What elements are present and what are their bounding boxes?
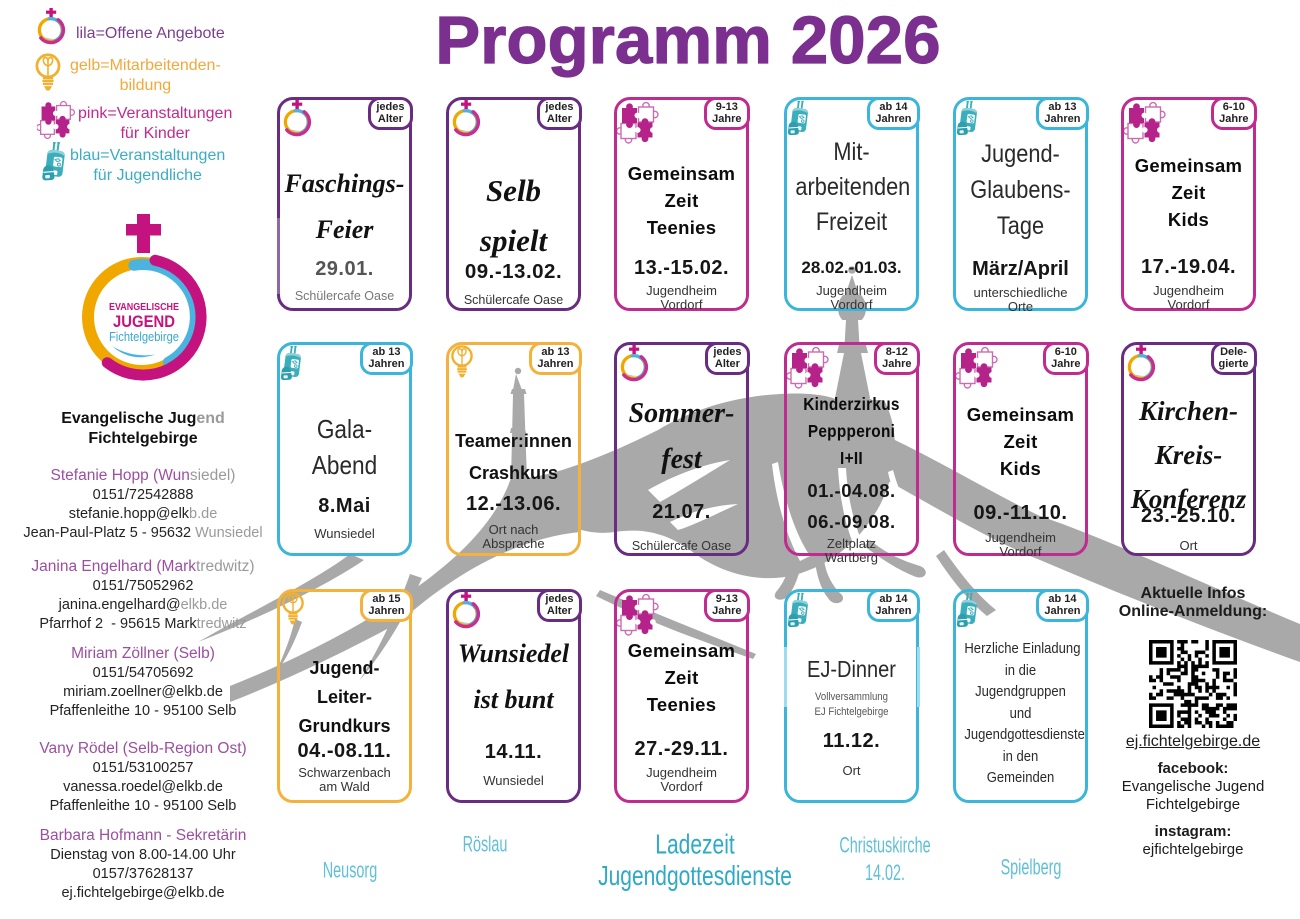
svg-text:Fichtelgebirge: Fichtelgebirge — [109, 329, 179, 344]
svg-text:EVANGELISCHE: EVANGELISCHE — [109, 301, 179, 313]
svg-text:JUGEND: JUGEND — [113, 312, 175, 331]
